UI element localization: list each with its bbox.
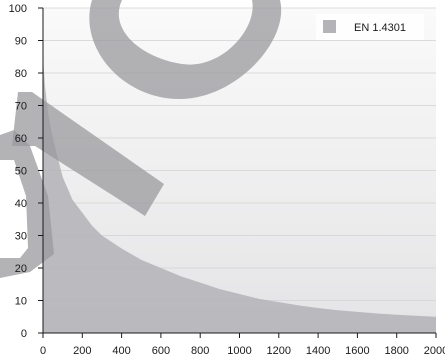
y-tick-label-20: 20 bbox=[15, 263, 27, 275]
x-tick-label-1800: 1800 bbox=[384, 345, 408, 356]
x-tick-label-600: 600 bbox=[152, 345, 170, 356]
series-area-en-1-4301 bbox=[43, 56, 436, 334]
x-tick-label-1200: 1200 bbox=[267, 345, 291, 356]
y-tick-label-70: 70 bbox=[15, 101, 27, 113]
watermark-arm-shape bbox=[12, 92, 164, 216]
watermark-lower-shape bbox=[0, 130, 54, 278]
x-tick-label-0: 0 bbox=[40, 345, 46, 356]
x-tick-label-1600: 1600 bbox=[345, 345, 369, 356]
y-tick-label-80: 80 bbox=[15, 68, 27, 80]
y-tick-label-0: 0 bbox=[21, 328, 27, 340]
x-tick-label-2000: 2000 bbox=[424, 345, 445, 356]
y-tick-label-60: 60 bbox=[15, 133, 27, 145]
y-tick-label-50: 50 bbox=[15, 166, 27, 178]
legend-label: EN 1.4301 bbox=[354, 22, 406, 34]
x-axis-tick-labels: 0 200 400 600 800 1000 1200 1400 1600 1800 2000 bbox=[40, 345, 445, 356]
watermark-logo bbox=[0, 0, 282, 278]
x-tick-label-1000: 1000 bbox=[227, 345, 251, 356]
y-tick-label-30: 30 bbox=[15, 231, 27, 243]
y-tick-label-100: 100 bbox=[9, 3, 27, 15]
y-tick-label-90: 90 bbox=[15, 36, 27, 48]
x-tick-label-800: 800 bbox=[191, 345, 209, 356]
watermark-o-shape bbox=[89, 0, 282, 100]
y-tick-label-40: 40 bbox=[15, 198, 27, 210]
x-tick-label-200: 200 bbox=[73, 345, 91, 356]
legend: EN 1.4301 bbox=[316, 14, 424, 40]
legend-swatch bbox=[323, 20, 336, 33]
y-tick-label-10: 10 bbox=[15, 296, 27, 308]
axes bbox=[38, 7, 437, 338]
y-axis-tick-labels: 0 10 20 30 40 50 60 70 80 90 100 bbox=[9, 3, 27, 340]
x-tick-label-400: 400 bbox=[112, 345, 130, 356]
x-tick-label-1400: 1400 bbox=[306, 345, 330, 356]
